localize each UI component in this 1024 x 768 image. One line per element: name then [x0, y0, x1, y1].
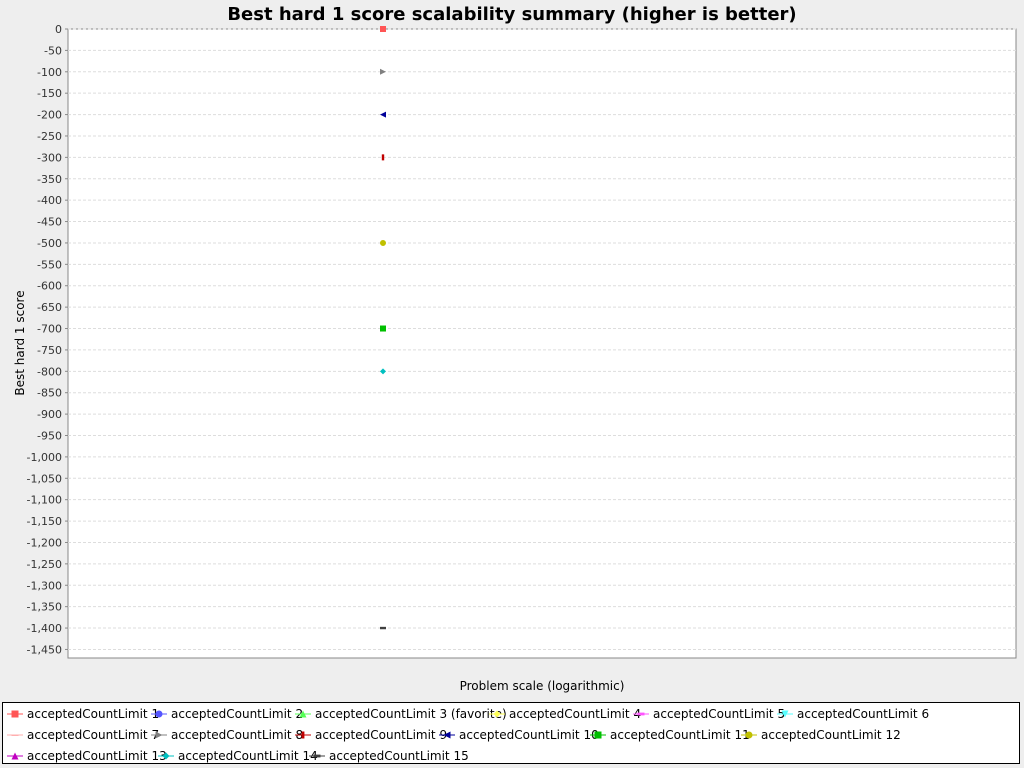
y-tick-label: -700 [37, 323, 62, 336]
chart-title: Best hard 1 score scalability summary (h… [227, 4, 796, 25]
data-point-8 [380, 68, 386, 75]
legend-item-9: acceptedCountLimit 9 [295, 727, 447, 743]
data-point-14 [380, 368, 386, 375]
y-tick-label: -850 [37, 387, 62, 400]
y-tick-label: -100 [37, 66, 62, 79]
legend-item-12: acceptedCountLimit 12 [741, 727, 901, 743]
legend-label: acceptedCountLimit 9 [315, 728, 448, 742]
legend-label: acceptedCountLimit 3 (favorite) [315, 707, 507, 721]
y-tick-label: -400 [37, 194, 62, 207]
legend-marker-icon [590, 731, 606, 739]
y-tick-label: -1,450 [27, 643, 62, 656]
y-tick-label: -1,050 [27, 472, 62, 485]
legend-label: acceptedCountLimit 14 [178, 749, 318, 763]
legend-marker-icon [309, 754, 325, 758]
legend-label: acceptedCountLimit 2 [171, 707, 304, 721]
legend-label: acceptedCountLimit 4 [509, 707, 642, 721]
y-tick-label: -250 [37, 130, 62, 143]
legend-label: acceptedCountLimit 13 [27, 749, 167, 763]
y-tick-label: -650 [37, 301, 62, 314]
chart: Best hard 1 score scalability summary (h… [13, 4, 1017, 693]
legend-label: acceptedCountLimit 5 [653, 707, 786, 721]
legend-label: acceptedCountLimit 11 [610, 728, 750, 742]
y-tick-label: -300 [37, 151, 62, 164]
legend-item-8: acceptedCountLimit 8 [151, 727, 303, 743]
y-tick-label: -350 [37, 173, 62, 186]
legend-label: acceptedCountLimit 12 [761, 728, 901, 742]
y-tick-label: -1,300 [27, 579, 62, 592]
legend-item-1: acceptedCountLimit 1 [7, 706, 159, 722]
legend-marker-icon [741, 731, 757, 739]
legend-marker-icon [633, 712, 649, 716]
y-tick-label: -950 [37, 429, 62, 442]
legend-marker-icon [777, 710, 793, 718]
y-tick-label: -1,000 [27, 451, 62, 464]
y-tick-label: -450 [37, 216, 62, 229]
data-point-1 [380, 26, 386, 32]
legend-marker-icon [439, 731, 455, 739]
data-point-15 [380, 626, 386, 630]
y-tick-label: -200 [37, 109, 62, 122]
legend-marker-icon [7, 710, 23, 718]
legend-marker-icon [7, 734, 23, 736]
legend-marker-icon [295, 731, 311, 739]
y-tick-label: -1,350 [27, 601, 62, 614]
legend-label: acceptedCountLimit 6 [797, 707, 930, 721]
y-tick-label: 0 [55, 23, 62, 36]
x-axis-label: Problem scale (logarithmic) [460, 679, 625, 693]
legend-item-6: acceptedCountLimit 6 [777, 706, 929, 722]
y-tick-label: -150 [37, 87, 62, 100]
data-point-9 [381, 154, 385, 161]
legend-item-15: acceptedCountLimit 15 [309, 748, 469, 764]
data-points [380, 26, 386, 630]
legend-item-14: acceptedCountLimit 14 [158, 748, 318, 764]
legend-item-11: acceptedCountLimit 11 [590, 727, 750, 743]
data-point-10 [380, 111, 386, 118]
y-tick-label: -600 [37, 280, 62, 293]
legend-label: acceptedCountLimit 1 [27, 707, 160, 721]
y-tick-label: -1,200 [27, 536, 62, 549]
legend-item-10: acceptedCountLimit 10 [439, 727, 599, 743]
y-tick-label: -1,250 [27, 558, 62, 571]
legend: acceptedCountLimit 1 acceptedCountLimit 2… [2, 702, 1020, 764]
y-tick-label: -50 [44, 44, 62, 57]
y-tick-label: -500 [37, 237, 62, 250]
y-tick-label: -900 [37, 408, 62, 421]
legend-marker-icon [151, 710, 167, 718]
legend-item-2: acceptedCountLimit 2 [151, 706, 303, 722]
y-tick-label: -1,400 [27, 622, 62, 635]
legend-marker-icon [489, 710, 505, 718]
legend-item-5: acceptedCountLimit 5 [633, 706, 785, 722]
gridlines [68, 28, 1016, 650]
y-axis-label: Best hard 1 score [13, 290, 27, 395]
legend-label: acceptedCountLimit 15 [329, 749, 469, 763]
legend-label: acceptedCountLimit 7 [27, 728, 160, 742]
legend-item-7: acceptedCountLimit 7 [7, 727, 159, 743]
legend-marker-icon [7, 752, 23, 760]
y-tick-label: -1,150 [27, 515, 62, 528]
legend-label: acceptedCountLimit 10 [459, 728, 599, 742]
legend-marker-icon [151, 731, 167, 739]
legend-item-4: acceptedCountLimit 4 [489, 706, 641, 722]
y-tick-label: -750 [37, 344, 62, 357]
plot-area [67, 28, 1017, 659]
data-point-12 [380, 239, 386, 246]
data-point-11 [380, 325, 386, 332]
y-tick-label: -800 [37, 365, 62, 378]
y-tick-label: -1,100 [27, 494, 62, 507]
y-tick-label: -550 [37, 258, 62, 271]
legend-marker-icon [158, 752, 174, 760]
legend-label: acceptedCountLimit 8 [171, 728, 304, 742]
y-axis-ticks: 0 -50 -100 -150 -200 -250 -300 -350 -400 -450 -500… [27, 23, 68, 656]
legend-item-13: acceptedCountLimit 13 [7, 748, 167, 764]
legend-item-3: acceptedCountLimit 3 (favorite) [295, 706, 507, 722]
legend-marker-icon [295, 710, 311, 718]
